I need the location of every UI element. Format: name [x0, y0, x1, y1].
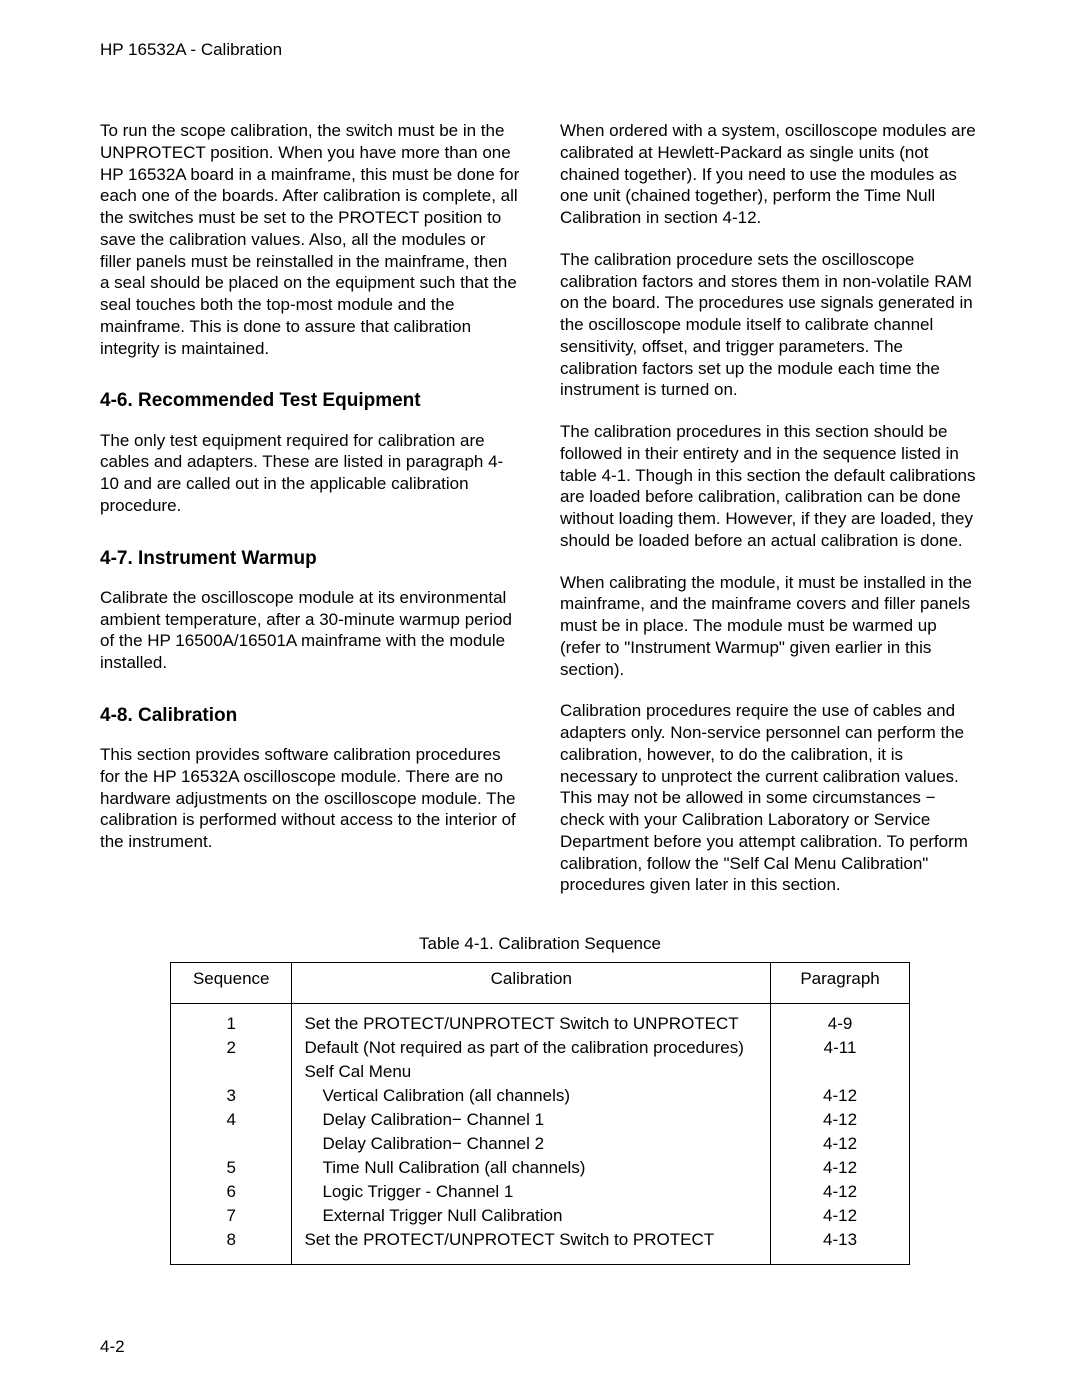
- body-paragraph: When calibrating the module, it must be …: [560, 572, 980, 681]
- calibration-cell: Self Cal Menu: [292, 1060, 771, 1084]
- body-paragraph: The calibration procedures in this secti…: [560, 421, 980, 552]
- sequence-cell: 1: [171, 1004, 292, 1037]
- sequence-cell: 5: [171, 1156, 292, 1180]
- table-row: Self Cal Menu: [171, 1060, 910, 1084]
- sequence-cell: 6: [171, 1180, 292, 1204]
- table-header-paragraph: Paragraph: [771, 963, 910, 1004]
- table-row: 1Set the PROTECT/UNPROTECT Switch to UNP…: [171, 1004, 910, 1037]
- table-row: 8Set the PROTECT/UNPROTECT Switch to PRO…: [171, 1228, 910, 1265]
- table-row: 2Default (Not required as part of the ca…: [171, 1036, 910, 1060]
- body-paragraph: Calibration procedures require the use o…: [560, 700, 980, 896]
- page-header: HP 16532A - Calibration: [100, 40, 980, 60]
- left-column: To run the scope calibration, the switch…: [100, 120, 520, 916]
- body-paragraph: Calibrate the oscilloscope module at its…: [100, 587, 520, 674]
- section-heading-4-6: 4-6. Recommended Test Equipment: [100, 389, 520, 413]
- table-row: 3Vertical Calibration (all channels)4-12: [171, 1084, 910, 1108]
- body-paragraph: This section provides software calibrati…: [100, 744, 520, 853]
- paragraph-cell: 4-12: [771, 1132, 910, 1156]
- paragraph-cell: 4-12: [771, 1204, 910, 1228]
- calibration-cell: Set the PROTECT/UNPROTECT Switch to UNPR…: [292, 1004, 771, 1037]
- paragraph-cell: 4-12: [771, 1156, 910, 1180]
- calibration-cell: Time Null Calibration (all channels): [292, 1156, 771, 1180]
- page-number: 4-2: [100, 1337, 125, 1357]
- section-heading-4-8: 4-8. Calibration: [100, 704, 520, 728]
- sequence-cell: 3: [171, 1084, 292, 1108]
- paragraph-cell: 4-12: [771, 1180, 910, 1204]
- calibration-cell: Delay Calibration− Channel 2: [292, 1132, 771, 1156]
- table-row: 4Delay Calibration− Channel 14-12: [171, 1108, 910, 1132]
- body-paragraph: To run the scope calibration, the switch…: [100, 120, 520, 359]
- right-column: When ordered with a system, oscilloscope…: [560, 120, 980, 916]
- table-header-calibration: Calibration: [292, 963, 771, 1004]
- calibration-cell: Default (Not required as part of the cal…: [292, 1036, 771, 1060]
- paragraph-cell: 4-12: [771, 1108, 910, 1132]
- calibration-cell: External Trigger Null Calibration: [292, 1204, 771, 1228]
- section-heading-4-7: 4-7. Instrument Warmup: [100, 547, 520, 571]
- sequence-cell: [171, 1132, 292, 1156]
- sequence-cell: [171, 1060, 292, 1084]
- sequence-cell: 4: [171, 1108, 292, 1132]
- calibration-cell: Vertical Calibration (all channels): [292, 1084, 771, 1108]
- sequence-cell: 7: [171, 1204, 292, 1228]
- body-paragraph: When ordered with a system, oscilloscope…: [560, 120, 980, 229]
- sequence-cell: 8: [171, 1228, 292, 1265]
- paragraph-cell: [771, 1060, 910, 1084]
- calibration-cell: Set the PROTECT/UNPROTECT Switch to PROT…: [292, 1228, 771, 1265]
- paragraph-cell: 4-12: [771, 1084, 910, 1108]
- paragraph-cell: 4-11: [771, 1036, 910, 1060]
- body-paragraph: The calibration procedure sets the oscil…: [560, 249, 980, 401]
- calibration-cell: Delay Calibration− Channel 1: [292, 1108, 771, 1132]
- table-caption: Table 4-1. Calibration Sequence: [100, 934, 980, 954]
- calibration-sequence-table: Sequence Calibration Paragraph 1Set the …: [170, 962, 910, 1265]
- calibration-cell: Logic Trigger - Channel 1: [292, 1180, 771, 1204]
- table-row: Delay Calibration− Channel 24-12: [171, 1132, 910, 1156]
- two-column-region: To run the scope calibration, the switch…: [100, 120, 980, 916]
- document-page: HP 16532A - Calibration To run the scope…: [0, 0, 1080, 1397]
- sequence-cell: 2: [171, 1036, 292, 1060]
- paragraph-cell: 4-13: [771, 1228, 910, 1265]
- table-row: 5Time Null Calibration (all channels)4-1…: [171, 1156, 910, 1180]
- table-row: 7External Trigger Null Calibration4-12: [171, 1204, 910, 1228]
- table-row: 6Logic Trigger - Channel 14-12: [171, 1180, 910, 1204]
- body-paragraph: The only test equipment required for cal…: [100, 430, 520, 517]
- paragraph-cell: 4-9: [771, 1004, 910, 1037]
- table-header-sequence: Sequence: [171, 963, 292, 1004]
